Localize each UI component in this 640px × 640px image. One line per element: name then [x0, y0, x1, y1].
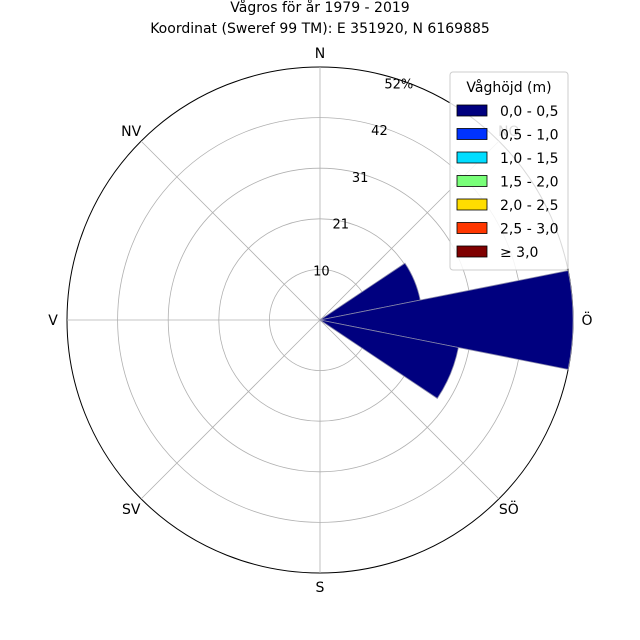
radial-tick-label: 42: [371, 124, 388, 139]
legend-label: 0,5 - 1,0: [500, 128, 558, 144]
legend-swatch: [456, 198, 488, 211]
direction-label: N: [315, 46, 325, 62]
direction-label: S: [316, 580, 325, 596]
radial-tick-labels: 10 21 31 42 52%: [313, 77, 413, 279]
legend-label: 2,0 - 2,5: [500, 198, 558, 214]
chart-subtitle: Koordinat (Sweref 99 TM): E 351920, N 61…: [150, 21, 490, 37]
radial-tick-label: 21: [332, 218, 349, 233]
radial-tick-label: 31: [352, 171, 369, 186]
grid-spoke: [140, 319, 321, 500]
legend-swatch: [456, 245, 488, 258]
direction-label: V: [48, 313, 58, 329]
legend-label: 2,5 - 3,0: [500, 222, 558, 238]
radial-tick-label: 10: [313, 264, 330, 279]
legend-swatch: [456, 128, 488, 140]
bar-wedge: [319, 319, 459, 399]
legend-label: 0,0 - 0,5: [500, 104, 558, 120]
legend-swatch: [456, 175, 488, 187]
radial-tick-label: 52%: [384, 77, 413, 92]
legend-label: ≥ 3,0: [500, 245, 538, 261]
bars: [319, 262, 574, 399]
legend-title: Våghöjd (m): [466, 79, 551, 96]
direction-label: SÖ: [499, 500, 519, 518]
legend-swatch: [456, 222, 488, 234]
legend-label: 1,0 - 1,5: [500, 151, 558, 167]
legend-swatch: [456, 104, 488, 117]
legend-swatch: [456, 151, 488, 164]
grid-spoke: [140, 140, 321, 321]
grid-spoke: [319, 319, 500, 500]
direction-label: Ö: [581, 311, 592, 329]
legend-label: 1,5 - 2,0: [500, 175, 558, 191]
legend-box: [449, 71, 569, 271]
bar-wedge: [319, 270, 574, 370]
legend: Våghöjd (m) 0,0 - 0,5 0,5 - 1,0 1,0 - 1,5 1…: [449, 71, 569, 271]
direction-label: NV: [121, 124, 141, 140]
direction-label: SV: [122, 502, 141, 518]
legend-entries: 0,0 - 0,5 0,5 - 1,0 1,0 - 1,5 1,5 - 2,0 2,0 …: [456, 104, 558, 261]
chart-title: Vågros för år 1979 - 2019: [230, 0, 409, 16]
